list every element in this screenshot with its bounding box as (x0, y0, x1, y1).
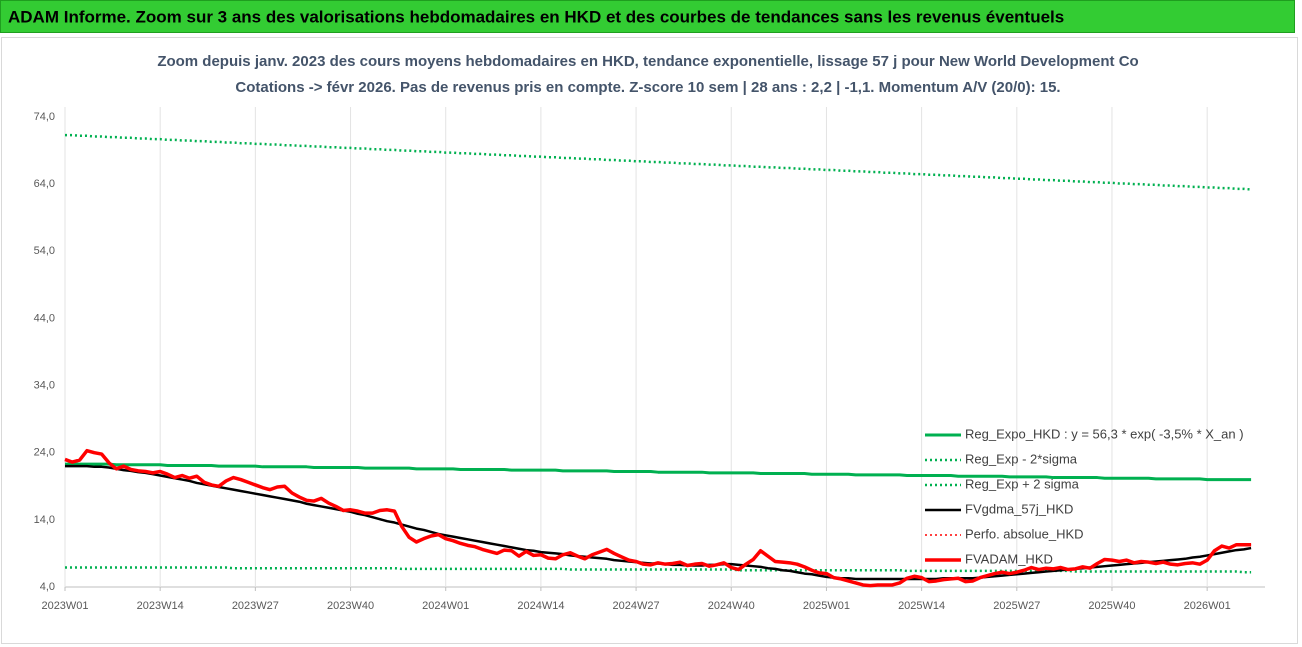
series-line (64, 448, 1252, 588)
y-tick-label: 4,0 (40, 581, 55, 593)
y-tick-label: 34,0 (34, 379, 55, 391)
x-tick-label: 2023W27 (232, 600, 279, 612)
banner (0, 0, 1295, 33)
x-tick-label: 2023W01 (41, 600, 88, 612)
x-tick-label: 2026W01 (1184, 600, 1231, 612)
x-tick-label: 2025W27 (993, 600, 1040, 612)
x-tick-label: 2024W01 (422, 600, 469, 612)
y-tick-label: 14,0 (34, 514, 55, 526)
chart-frame (1, 37, 1298, 644)
legend-label: Perfo. absolue_HKD (965, 526, 1084, 541)
x-tick-label: 2024W14 (517, 600, 564, 612)
y-tick-label: 24,0 (34, 447, 55, 459)
y-tick-label: 54,0 (34, 245, 55, 257)
series-line (65, 133, 1252, 191)
x-tick-label: 2024W27 (613, 600, 660, 612)
x-tick-label: 2025W01 (803, 600, 850, 612)
x-tick-label: 2023W14 (137, 600, 184, 612)
legend-label: Reg_Expo_HKD : y = 56,3 * exp( -3,5% * X… (965, 426, 1244, 441)
legend-label: FVgdma_57j_HKD (965, 501, 1073, 516)
legend-label: Reg_Exp - 2*sigma (965, 451, 1078, 466)
x-tick-label: 2024W40 (708, 600, 755, 612)
chart-title: Zoom depuis janv. 2023 des cours moyens … (157, 53, 1138, 70)
banner-title: ADAM Informe. Zoom sur 3 ans des valoris… (8, 7, 1064, 26)
legend-label: Reg_Exp + 2 sigma (965, 476, 1080, 491)
y-tick-label: 64,0 (34, 178, 55, 190)
x-tick-label: 2025W14 (898, 600, 945, 612)
x-tick-label: 2025W40 (1088, 600, 1135, 612)
legend-label: FVADAM_HKD (965, 551, 1053, 566)
series-line (65, 462, 1252, 482)
y-tick-label: 44,0 (34, 312, 55, 324)
chart-subtitle: Cotations -> févr 2026. Pas de revenus p… (235, 79, 1060, 96)
x-tick-label: 2023W40 (327, 600, 374, 612)
y-tick-label: 74,0 (34, 111, 55, 123)
